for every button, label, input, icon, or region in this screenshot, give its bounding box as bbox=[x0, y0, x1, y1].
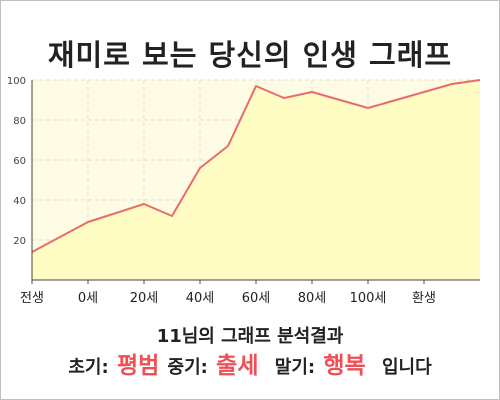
y-tick-label: 40 bbox=[13, 196, 26, 207]
early-value: 평범 bbox=[116, 353, 160, 379]
x-tick-label: 0세 bbox=[78, 291, 98, 306]
analysis-result: 초기: 평범 중기: 출세 말기: 행복 입니다 bbox=[0, 346, 500, 380]
ending-text: 입니다 bbox=[381, 357, 432, 378]
area-fill bbox=[32, 80, 480, 280]
mid-value: 출세 bbox=[216, 353, 259, 379]
x-tick-label: 100세 bbox=[350, 291, 387, 306]
x-tick-label: 전생 bbox=[20, 291, 44, 306]
chart-title: 재미로 보는 당신의 인생 그래프 bbox=[47, 38, 453, 72]
early-label: 초기: bbox=[68, 357, 109, 378]
late-value: 행복 bbox=[323, 353, 366, 379]
x-tick-label: 80세 bbox=[298, 291, 327, 306]
mid-label: 중기: bbox=[167, 357, 208, 378]
y-tick-label: 60 bbox=[13, 156, 26, 167]
x-tick-label: 20세 bbox=[130, 291, 159, 306]
y-tick-label: 100 bbox=[7, 76, 26, 87]
x-tick-label: 60세 bbox=[242, 291, 271, 306]
x-tick-label: 환생 bbox=[412, 291, 436, 306]
y-tick-label: 20 bbox=[13, 236, 26, 247]
series-line bbox=[31, 79, 481, 253]
y-tick-label: 80 bbox=[13, 116, 26, 127]
x-tick-label: 40세 bbox=[186, 291, 215, 306]
late-label: 말기: bbox=[274, 357, 316, 378]
analysis-heading: 11님의 그래프 분석결과 bbox=[156, 326, 344, 347]
